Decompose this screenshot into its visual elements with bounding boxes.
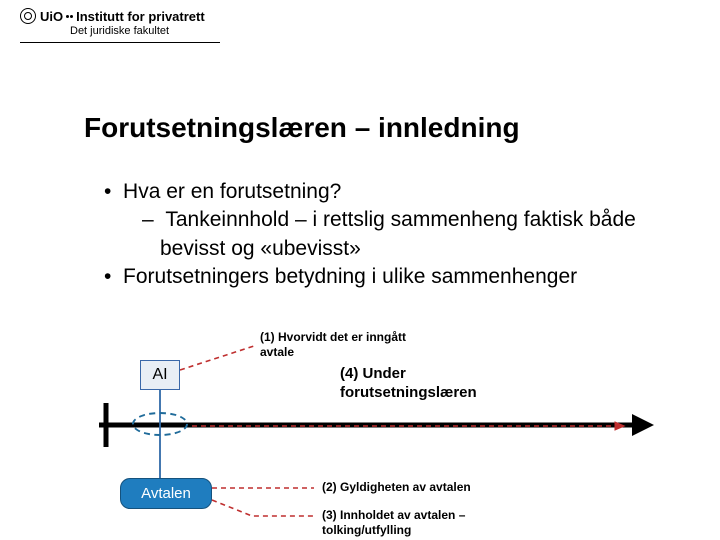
node-avtalen: Avtalen [120,478,212,509]
bullet-2: • Forutsetningers betydning i ulike samm… [104,263,670,291]
label-1-line2: avtale [260,345,294,359]
uio-abbrev: UiO [40,9,63,24]
org-header: UiO Institutt for privatrett [20,8,205,24]
label-1-line1: (1) Hvorvidt det er inngått [260,330,406,344]
page-title: Forutsetningslæren – innledning [84,112,520,144]
bullet-1: • Hva er en forutsetning? [104,178,670,206]
label-4-line1: (4) Under [340,365,406,382]
node-avtalen-label: Avtalen [141,485,191,502]
uio-text: UiO Institutt for privatrett [40,9,205,24]
bullet-1-text: Hva er en forutsetning? [123,180,341,203]
faculty-name: Det juridiske fakultet [70,25,169,37]
label-4: (4) Under forutsetningslæren [340,365,477,403]
uio-seal-icon [20,8,36,24]
bullet-list: • Hva er en forutsetning? – Tankeinnhold… [84,178,670,291]
label-4-line2: forutsetningslæren [340,384,477,401]
node-ai: AI [140,360,180,390]
bullet-1-sub: – Tankeinnhold – i rettslig sammenheng f… [142,206,670,234]
node-ellipse [132,412,188,436]
label-3: (3) Innholdet av avtalen – tolking/utfyl… [322,508,465,538]
label-3-line1: (3) Innholdet av avtalen – [322,508,465,522]
bullet-2-text: Forutsetningers betydning i ulike sammen… [123,265,577,288]
timeline-diagram: AI Avtalen (1) Hvorvidt det er inngått a… [84,330,664,530]
bullet-1-sub-line1: Tankeinnhold – i rettslig sammenheng fak… [165,208,635,231]
node-ai-label: AI [152,366,167,384]
separator-dots-icon [66,15,73,18]
label-1: (1) Hvorvidt det er inngått avtale [260,330,480,360]
header-divider [20,42,220,43]
label-3-line2: tolking/utfylling [322,523,411,537]
uio-logo: UiO Institutt for privatrett [20,8,205,24]
label-2: (2) Gyldigheten av avtalen [322,480,471,495]
bullet-1-sub-line2: bevisst og «ubevisst» [142,235,670,263]
institute-name: Institutt for privatrett [76,9,205,24]
